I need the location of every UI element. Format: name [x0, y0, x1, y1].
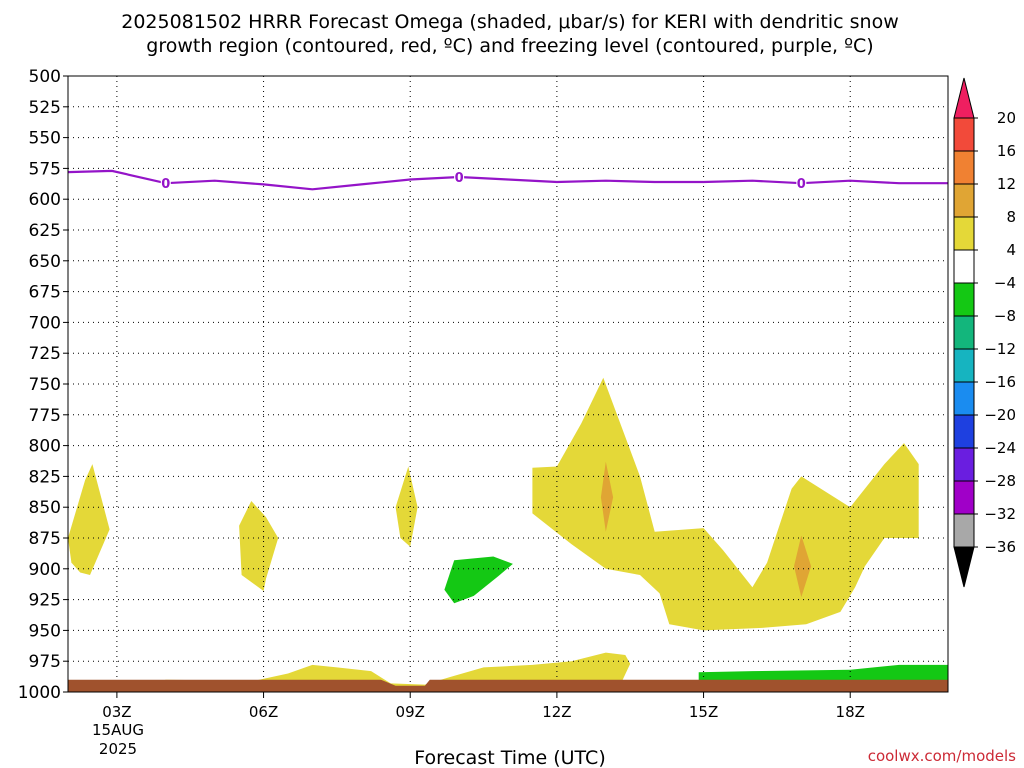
colorbar-label: −20	[984, 406, 1016, 424]
chart-title-line-1: 2025081502 HRRR Forecast Omega (shaded, …	[121, 11, 899, 33]
omega-region	[600, 461, 614, 532]
surface-pressure-fill	[68, 679, 948, 692]
y-tick-label: 900	[29, 560, 61, 580]
colorbar-segment	[953, 117, 975, 152]
x-tick-label: 15Z	[689, 703, 718, 721]
colorbar-segment	[953, 480, 975, 515]
y-axis: 500 525 550 575 600 625 650 675 700 725 750 775 800 8…	[18, 67, 68, 703]
y-tick-label: 925	[29, 591, 61, 611]
freezing-level-label-bg	[454, 169, 465, 185]
y-tick-label: 950	[29, 621, 61, 641]
source-credit: coolwx.com/models	[868, 747, 1016, 765]
colorbar-segment	[953, 546, 975, 588]
y-tick-label: 775	[29, 406, 61, 426]
colorbar-segment	[953, 513, 975, 548]
colorbar-label: −16	[984, 373, 1016, 391]
colorbar-segment	[953, 381, 975, 416]
x-tick-label: 09Z	[396, 703, 425, 721]
y-tick-label: 700	[29, 313, 61, 333]
ground-surface	[68, 679, 948, 692]
freezing-level-contour: 0 0 0	[67, 169, 948, 192]
omega-region	[68, 652, 631, 689]
x-axis-label: Forecast Time (UTC)	[414, 747, 605, 768]
colorbar-label: −32	[984, 505, 1016, 523]
colorbar-segment	[953, 150, 975, 185]
freezing-level-line	[67, 169, 948, 191]
y-tick-label: 625	[29, 221, 61, 241]
omega-region	[395, 466, 418, 547]
freezing-level-label-bg	[160, 175, 171, 191]
colorbar-label: 20	[997, 109, 1016, 127]
x-tick-label: 06Z	[249, 703, 278, 721]
colorbar-label: 4	[1006, 241, 1016, 259]
freezing-level-label: 0	[797, 177, 806, 192]
colorbar: 20 16 12 8 4 −4 −8 −12 −16 −20 −24 −28 −32 −36	[953, 77, 1016, 588]
y-tick-label: 525	[29, 98, 61, 118]
colorbar-label: −36	[984, 538, 1016, 556]
x-axis: 03Z 06Z 09Z 12Z 15Z 18Z	[102, 692, 865, 721]
y-tick-label: 975	[29, 652, 61, 672]
colorbar-segment	[953, 282, 975, 317]
y-tick-label: 675	[29, 283, 61, 303]
omega-shading	[68, 377, 948, 689]
colorbar-segment	[953, 414, 975, 449]
omega-region	[794, 535, 812, 598]
y-tick-label: 850	[29, 498, 61, 518]
freezing-level-label: 0	[455, 171, 464, 186]
x-date-year: 2025	[99, 740, 137, 758]
colorbar-segment	[953, 315, 975, 350]
colorbar-label: −8	[994, 307, 1016, 325]
x-tick-label: 12Z	[542, 703, 571, 721]
y-tick-label: 650	[29, 252, 61, 272]
colorbar-label: −4	[994, 274, 1016, 292]
x-tick-label: 03Z	[102, 703, 131, 721]
colorbar-segment	[953, 77, 975, 119]
colorbar-segment	[953, 447, 975, 482]
y-tick-label: 575	[29, 159, 61, 179]
colorbar-label: −28	[984, 472, 1016, 490]
y-tick-label: 550	[29, 129, 61, 149]
colorbar-label: −12	[984, 340, 1016, 358]
y-tick-label: 500	[29, 67, 61, 87]
omega-region	[239, 501, 279, 591]
colorbar-label: 8	[1006, 208, 1016, 226]
colorbar-label: 16	[997, 142, 1016, 160]
colorbar-segment	[953, 216, 975, 251]
colorbar-segment	[953, 249, 975, 284]
y-tick-label: 725	[29, 344, 61, 364]
colorbar-label: −24	[984, 439, 1016, 457]
y-tick-label: 750	[29, 375, 61, 395]
chart-title-line-2: growth region (contoured, red, ºC) and f…	[146, 35, 873, 57]
y-tick-label: 825	[29, 467, 61, 487]
y-tick-label: 1000	[18, 683, 61, 703]
x-tick-label: 18Z	[836, 703, 865, 721]
omega-region	[444, 556, 513, 604]
x-date-day: 15AUG	[92, 721, 144, 739]
y-tick-label: 600	[29, 190, 61, 210]
omega-region	[68, 464, 110, 575]
y-tick-label: 875	[29, 529, 61, 549]
colorbar-segment	[953, 348, 975, 383]
colorbar-segment	[953, 183, 975, 218]
freezing-level-label: 0	[161, 177, 170, 192]
omega-region	[532, 377, 919, 631]
colorbar-label: 12	[997, 175, 1016, 193]
y-tick-label: 800	[29, 437, 61, 457]
freezing-level-label-bg	[796, 175, 807, 191]
